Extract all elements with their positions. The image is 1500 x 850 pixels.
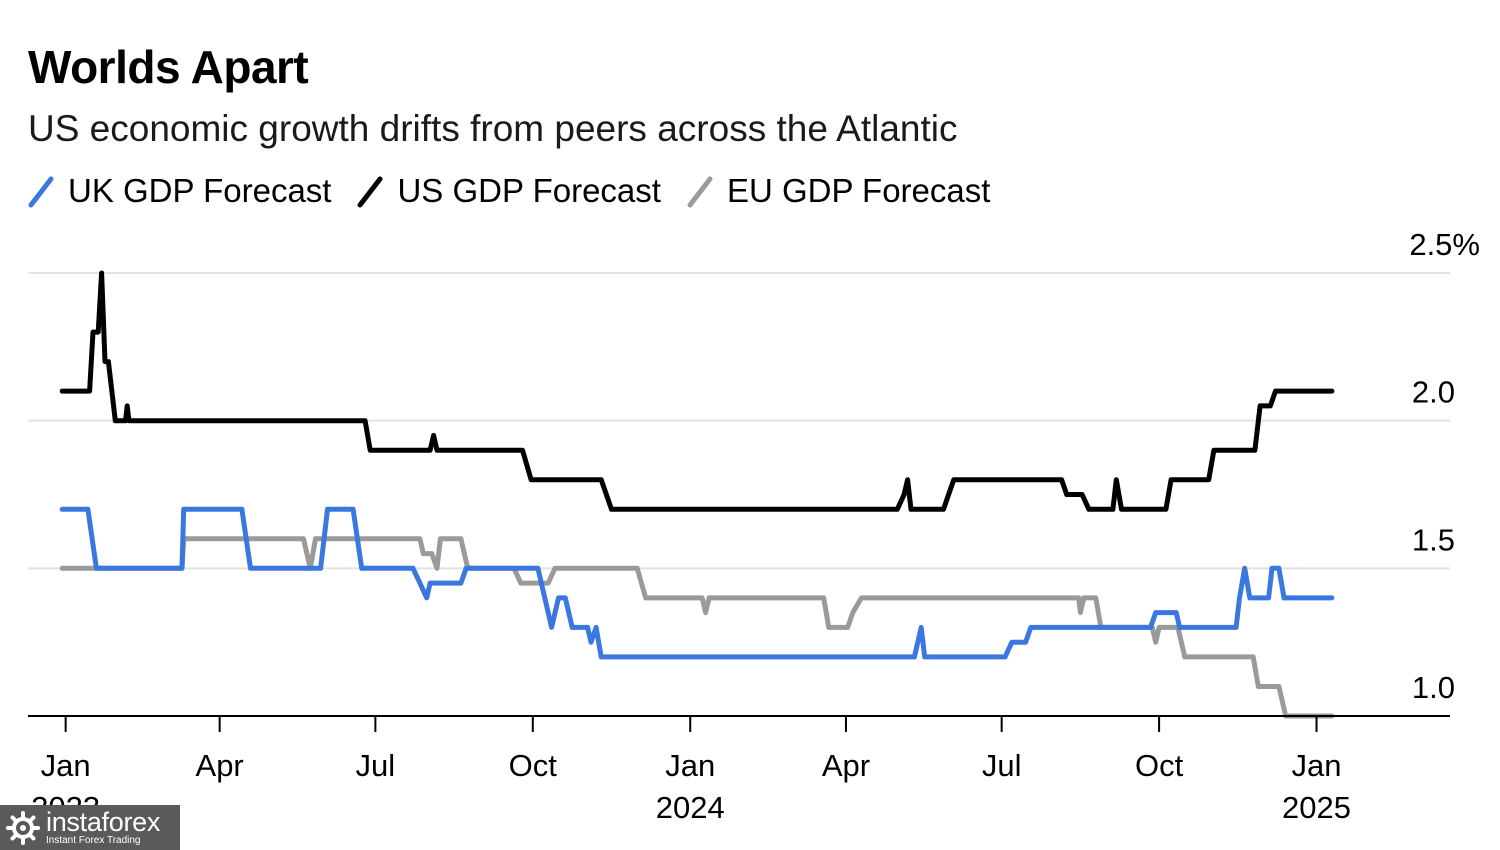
x-tick-label: Oct xyxy=(1135,748,1184,783)
x-tick-label: Jul xyxy=(982,748,1022,783)
legend-label-eu: EU GDP Forecast xyxy=(726,172,991,209)
x-tick-label: Jan xyxy=(665,748,715,783)
x-tick-label: Apr xyxy=(196,748,244,783)
x-axis: Jan2023AprJulOctJan2024AprJulOctJan2025 xyxy=(28,715,1450,825)
y-axis-ticks: 2.5% 2.0 1.5 1.0 xyxy=(1409,227,1480,705)
x-tick-label: Apr xyxy=(822,748,870,783)
legend-label-us: US GDP Forecast xyxy=(397,172,661,209)
x-tick-label: Jan xyxy=(41,748,91,783)
legend: UK GDP Forecast US GDP Forecast EU GDP F… xyxy=(28,172,1016,210)
watermark: instaforex Instant Forex Trading xyxy=(0,805,180,850)
legend-item-eu: EU GDP Forecast xyxy=(687,172,990,210)
x-tick-year-label: 2025 xyxy=(1282,790,1351,825)
legend-item-uk: UK GDP Forecast xyxy=(28,172,331,210)
series-line-us xyxy=(59,270,1335,512)
y-tick-label: 1.0 xyxy=(1412,670,1455,705)
legend-label-uk: UK GDP Forecast xyxy=(68,172,332,209)
y-tick-label: 1.5 xyxy=(1412,522,1455,557)
watermark-name: instaforex xyxy=(46,807,161,837)
legend-swatch-uk xyxy=(28,176,54,208)
legend-swatch-us xyxy=(357,176,383,208)
instaforex-logo-icon xyxy=(6,810,40,845)
x-tick-label: Oct xyxy=(509,748,558,783)
series-line-eu xyxy=(59,536,1335,719)
legend-swatch-eu xyxy=(687,176,713,208)
chart-title: Worlds Apart xyxy=(28,41,309,93)
x-tick-label: Jan xyxy=(1292,748,1342,783)
y-tick-label: 2.0 xyxy=(1412,375,1455,410)
series-line-uk xyxy=(59,506,1335,660)
legend-item-us: US GDP Forecast xyxy=(357,172,661,210)
x-tick-label: Jul xyxy=(356,748,396,783)
series-lines xyxy=(59,270,1335,719)
watermark-text: instaforex Instant Forex Trading xyxy=(46,807,161,847)
y-tick-label: 2.5% xyxy=(1409,227,1480,262)
chart-subtitle: US economic growth drifts from peers acr… xyxy=(28,108,958,149)
watermark-tagline: Instant Forex Trading xyxy=(46,835,141,846)
x-tick-year-label: 2024 xyxy=(656,790,725,825)
